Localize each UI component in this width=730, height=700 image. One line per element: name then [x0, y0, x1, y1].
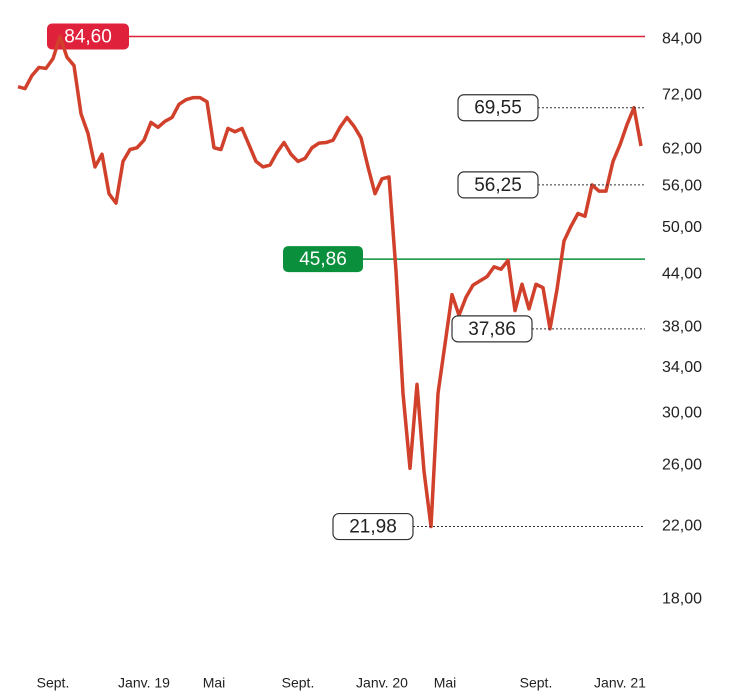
y-tick-label: 72,00 [662, 86, 702, 103]
annotation-box [457, 94, 539, 122]
reference-label: 45,86 [299, 249, 347, 270]
x-tick-label: Janv. 21 [594, 675, 646, 691]
y-tick-label: 30,00 [662, 405, 702, 422]
annotation-label: 21,98 [349, 517, 397, 538]
reference-label: 84,60 [64, 27, 112, 48]
annotation-label: 69,55 [474, 98, 522, 119]
y-tick-label: 50,00 [662, 219, 702, 236]
y-tick-label: 38,00 [662, 319, 702, 336]
x-tick-label: Sept. [520, 675, 553, 691]
y-tick-label: 34,00 [662, 359, 702, 376]
y-tick-label: 18,00 [662, 590, 702, 607]
x-tick-label: Mai [203, 675, 226, 691]
reference-badge [283, 246, 363, 273]
y-tick-label: 84,00 [662, 30, 702, 47]
x-tick-label: Janv. 19 [118, 675, 170, 691]
annotation-label: 37,86 [468, 319, 516, 340]
y-tick-label: 44,00 [662, 265, 702, 282]
annotation-box [457, 171, 539, 199]
x-tick-label: Sept. [37, 675, 70, 691]
y-tick-label: 56,00 [662, 178, 702, 195]
x-tick-label: Sept. [282, 675, 315, 691]
y-tick-label: 22,00 [662, 517, 702, 534]
price-line [17, 34, 643, 529]
annotation-box [332, 512, 414, 541]
x-tick-label: Mai [434, 675, 457, 691]
annotation-label: 56,25 [474, 175, 522, 196]
y-tick-label: 26,00 [662, 457, 702, 474]
y-tick-label: 62,00 [662, 141, 702, 158]
annotation-box [451, 315, 533, 343]
x-tick-label: Janv. 20 [356, 675, 408, 691]
reference-badge [47, 23, 129, 50]
